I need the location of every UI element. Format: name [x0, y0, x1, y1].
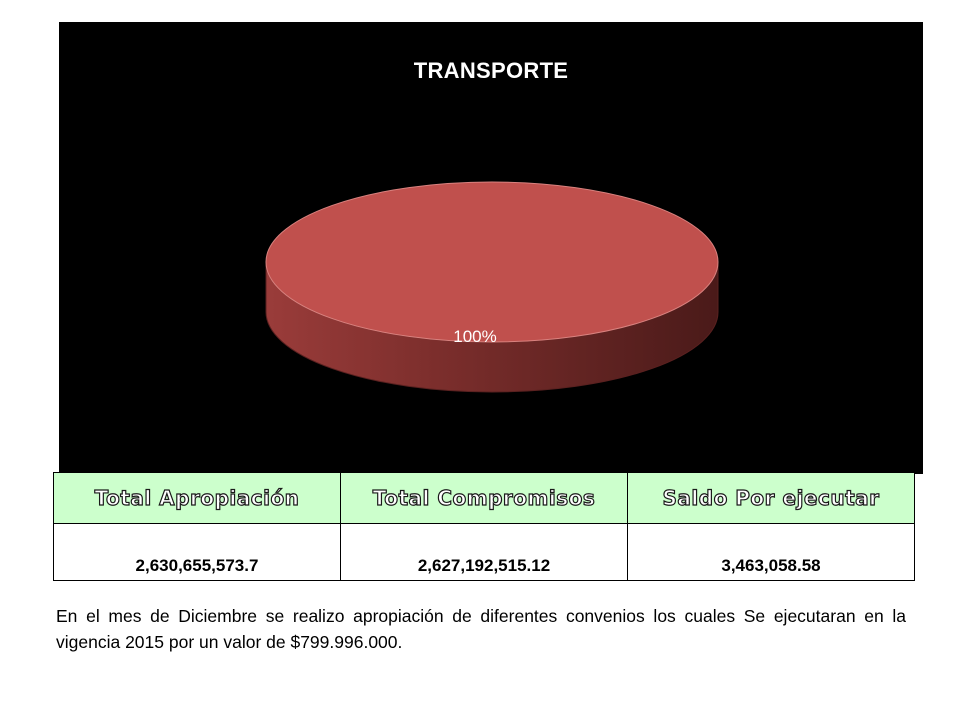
pie-data-label: 100% [453, 327, 496, 346]
header-saldo-por-ejecutar: Saldo Por ejecutar [627, 472, 915, 524]
value-total-compromisos: 2,627,192,515.12 [340, 523, 628, 581]
pie-slice [265, 181, 719, 343]
summary-table: Total Apropiación Total Compromisos Sald… [53, 472, 915, 581]
pie-chart-panel: 100% TRANSPORTE [59, 22, 923, 474]
value-total-apropiacion: 2,630,655,573.7 [53, 523, 341, 581]
header-total-apropiacion: Total Apropiación [53, 472, 341, 524]
header-total-compromisos: Total Compromisos [340, 472, 628, 524]
table-row: 2,630,655,573.7 2,627,192,515.12 3,463,0… [53, 523, 915, 581]
value-saldo-por-ejecutar: 3,463,058.58 [627, 523, 915, 581]
table-header-row: Total Apropiación Total Compromisos Sald… [53, 472, 915, 524]
footnote-text: En el mes de Diciembre se realizo apropi… [56, 606, 906, 652]
pie-chart: 100% [265, 181, 719, 393]
chart-title: TRANSPORTE [413, 58, 569, 83]
